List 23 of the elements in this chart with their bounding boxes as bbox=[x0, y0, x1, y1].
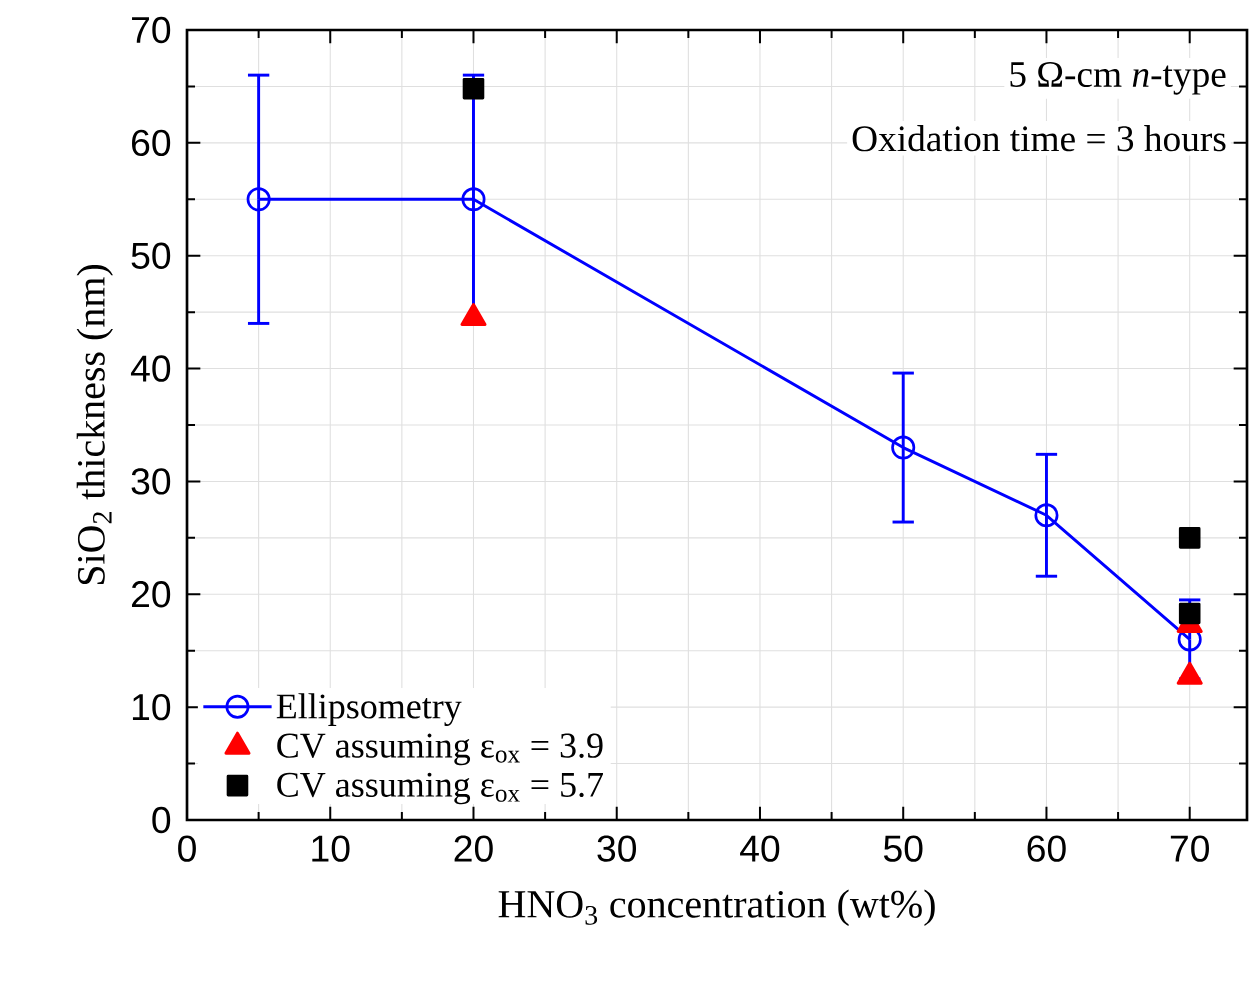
legend-label: Ellipsometry bbox=[276, 693, 462, 727]
y-tick-label: 0 bbox=[152, 806, 171, 834]
y-tick-label: 20 bbox=[131, 581, 171, 608]
x-tick-label: 60 bbox=[1027, 835, 1066, 862]
x-tick-label: 40 bbox=[740, 835, 780, 862]
x-tick-label: 50 bbox=[883, 835, 923, 862]
x-tick-label: 70 bbox=[1170, 835, 1209, 862]
y-axis-title: SiO$_{2}$ thickness (nm) bbox=[76, 265, 113, 585]
y-tick-label: 10 bbox=[132, 693, 171, 721]
x-tick-label: 0 bbox=[178, 835, 196, 862]
x-axis-title: HNO$_{3}$ concentration (wt%) bbox=[498, 889, 935, 926]
x-tick-label: 30 bbox=[597, 835, 637, 862]
y-tick-label: 30 bbox=[131, 468, 171, 495]
y-tick-label: 70 bbox=[132, 16, 171, 44]
x-tick-label: 20 bbox=[454, 835, 493, 862]
y-tick-label: 40 bbox=[130, 355, 171, 382]
y-tick-label: 50 bbox=[131, 242, 171, 269]
annotation: 5 Ω-cm n-type bbox=[1010, 61, 1226, 95]
legend-label: CV assuming ε$_{ox}$ = 5.7 bbox=[277, 772, 604, 805]
annotation: Oxidation time = 3 hours bbox=[852, 125, 1226, 152]
y-tick-label: 60 bbox=[132, 129, 171, 157]
legend-label: CV assuming ε$_{ox}$ = 3.9 bbox=[277, 733, 603, 766]
x-tick-label: 10 bbox=[312, 835, 350, 862]
